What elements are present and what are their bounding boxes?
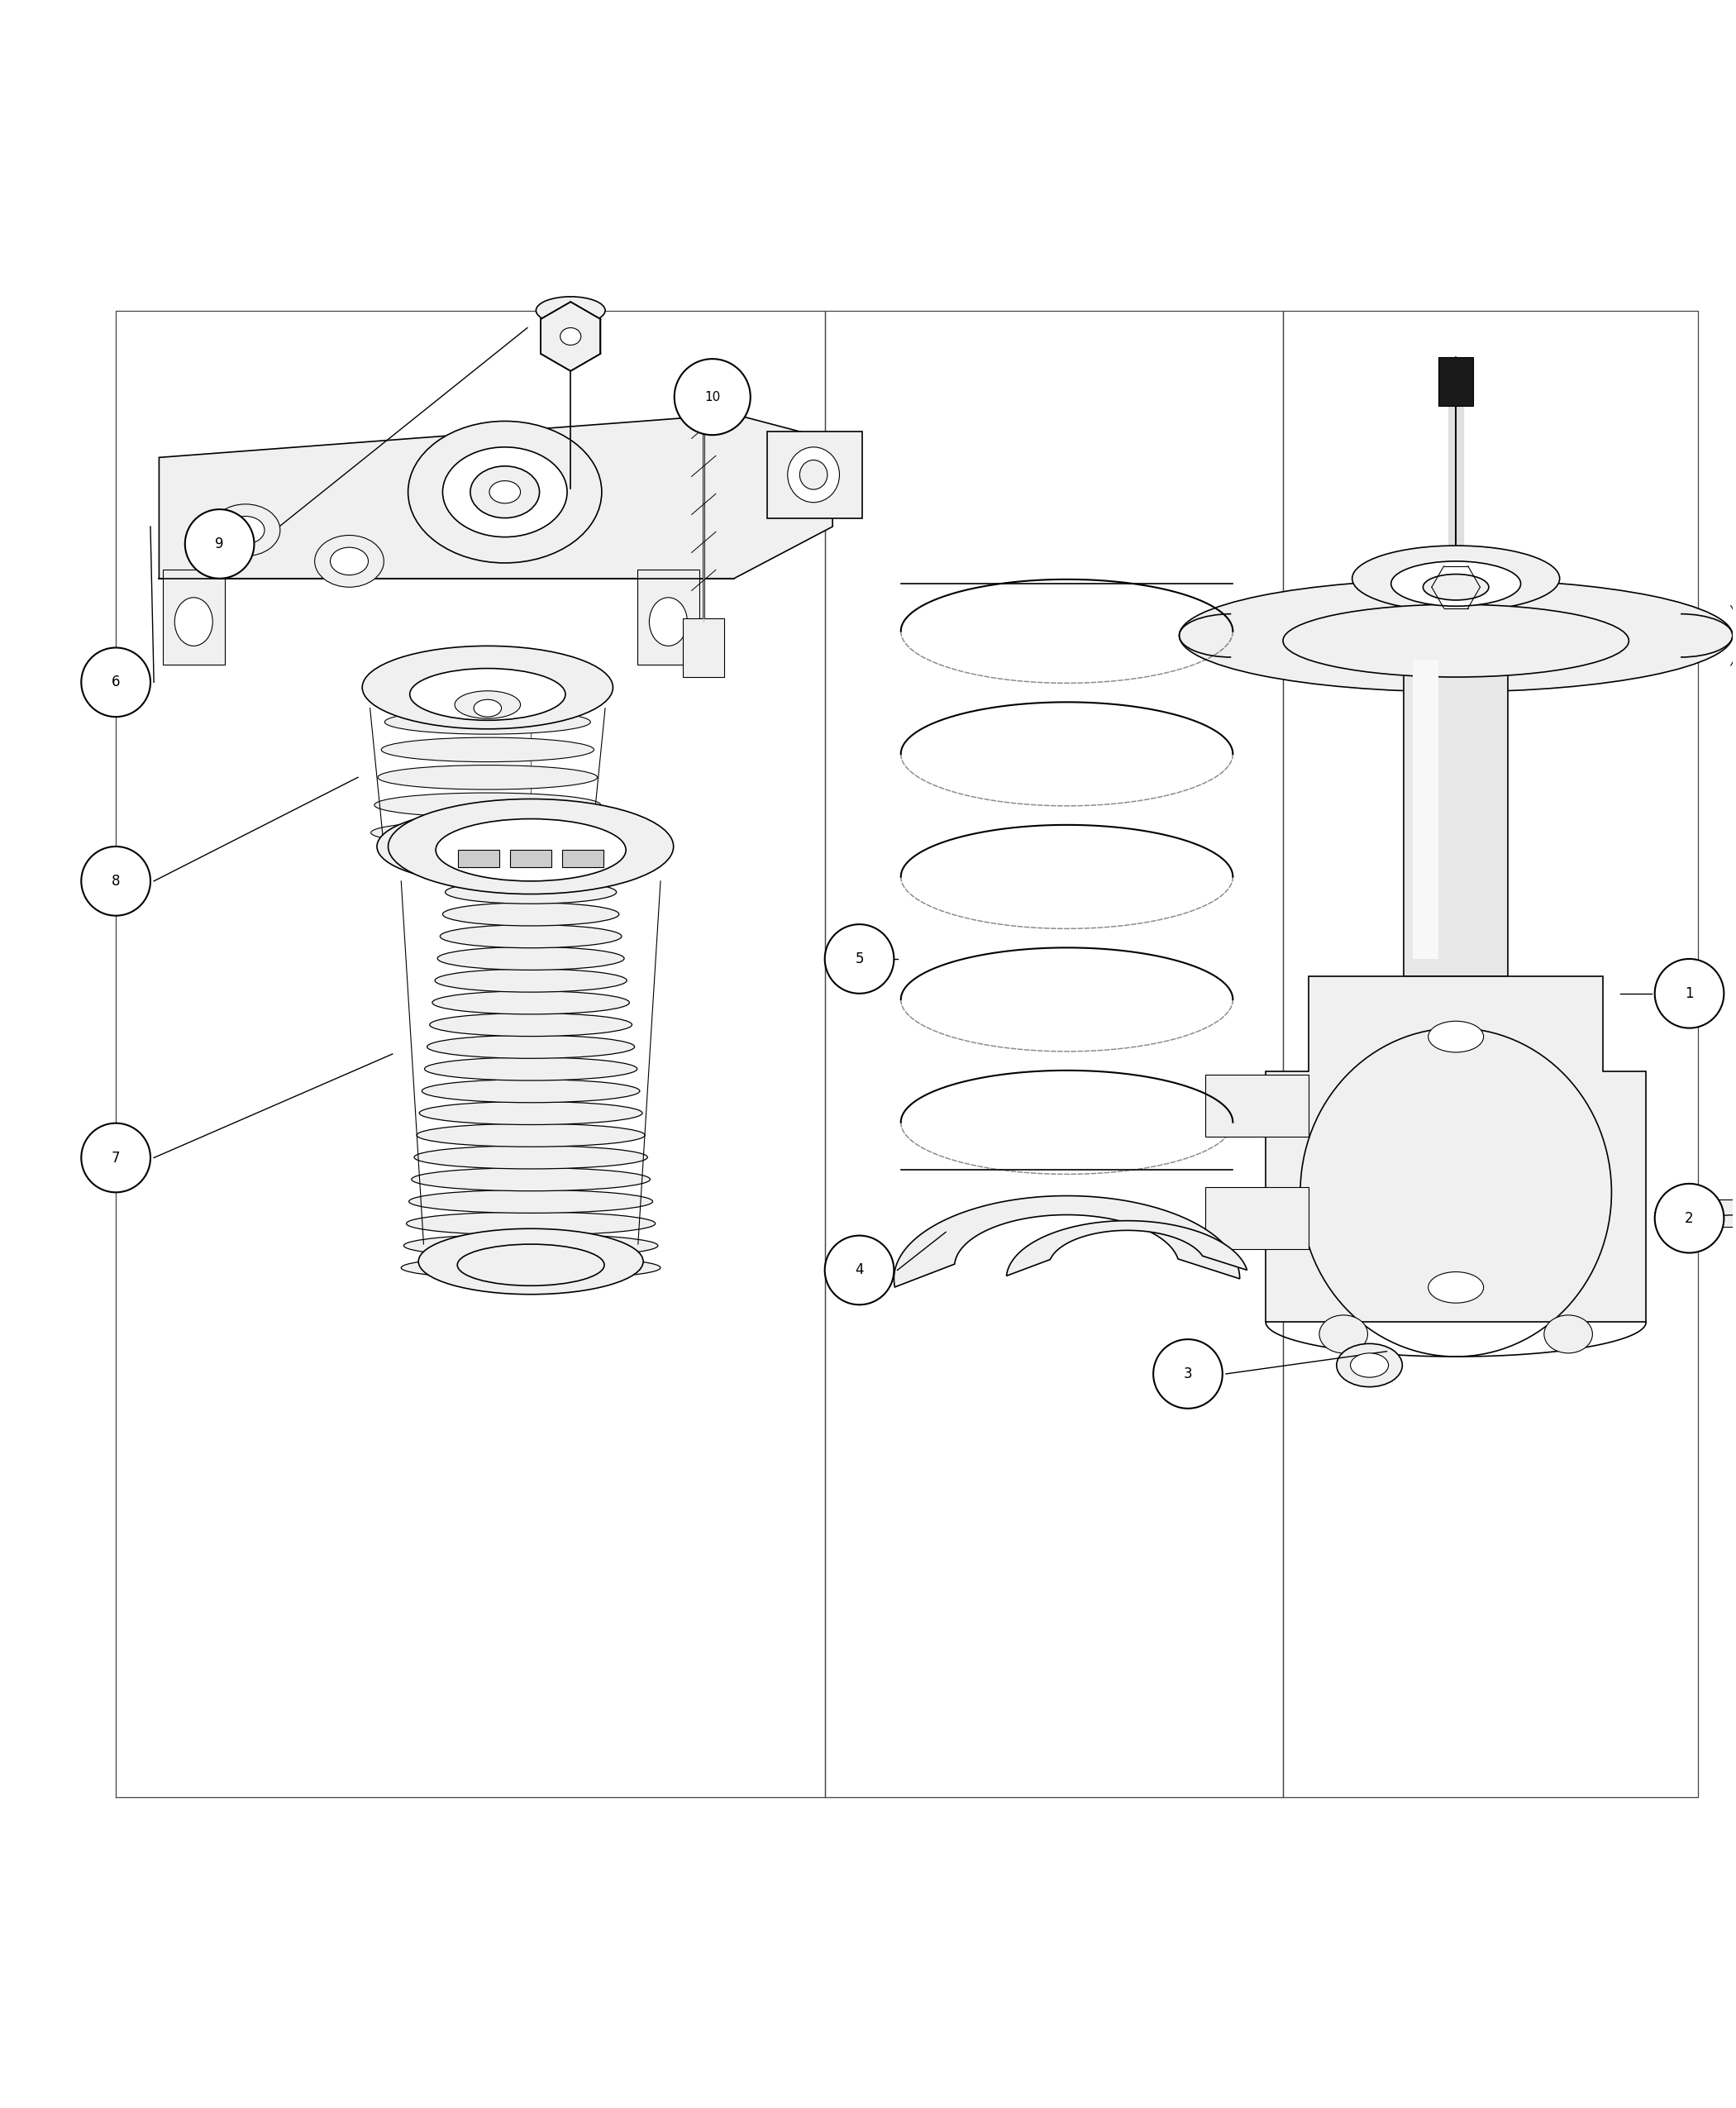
Ellipse shape bbox=[425, 1058, 637, 1081]
Ellipse shape bbox=[1352, 546, 1559, 611]
Circle shape bbox=[674, 358, 750, 434]
Ellipse shape bbox=[175, 597, 214, 645]
Bar bbox=[163, 569, 224, 664]
Text: 10: 10 bbox=[705, 390, 720, 403]
Bar bbox=[1439, 356, 1474, 405]
Text: 3: 3 bbox=[1184, 1366, 1193, 1381]
Ellipse shape bbox=[788, 447, 840, 502]
Ellipse shape bbox=[363, 645, 613, 729]
Circle shape bbox=[186, 510, 253, 578]
Ellipse shape bbox=[443, 447, 568, 538]
Ellipse shape bbox=[420, 1102, 642, 1126]
Ellipse shape bbox=[439, 925, 621, 949]
Ellipse shape bbox=[490, 481, 521, 504]
Text: 7: 7 bbox=[111, 1151, 120, 1166]
Ellipse shape bbox=[455, 691, 521, 719]
Circle shape bbox=[1654, 1185, 1724, 1252]
Bar bbox=[1205, 1075, 1309, 1136]
Bar bbox=[510, 850, 552, 866]
Text: 1: 1 bbox=[1686, 987, 1694, 1001]
Ellipse shape bbox=[800, 460, 828, 489]
Polygon shape bbox=[894, 1195, 1240, 1288]
Ellipse shape bbox=[377, 809, 599, 883]
Ellipse shape bbox=[1179, 580, 1733, 691]
Text: 2: 2 bbox=[1686, 1210, 1694, 1225]
Ellipse shape bbox=[226, 516, 264, 544]
Bar bbox=[1413, 660, 1439, 959]
Ellipse shape bbox=[1351, 1353, 1389, 1377]
Text: 6: 6 bbox=[111, 675, 120, 689]
Ellipse shape bbox=[427, 1035, 635, 1058]
Ellipse shape bbox=[375, 793, 601, 818]
Ellipse shape bbox=[1337, 1343, 1403, 1387]
Ellipse shape bbox=[212, 504, 279, 557]
Ellipse shape bbox=[1429, 1020, 1484, 1052]
Ellipse shape bbox=[443, 902, 620, 925]
Ellipse shape bbox=[410, 1189, 653, 1212]
Ellipse shape bbox=[422, 1079, 641, 1102]
Ellipse shape bbox=[1391, 561, 1521, 607]
Ellipse shape bbox=[314, 535, 384, 588]
Ellipse shape bbox=[410, 668, 566, 721]
Ellipse shape bbox=[474, 700, 502, 717]
Ellipse shape bbox=[1543, 1315, 1592, 1353]
Circle shape bbox=[825, 923, 894, 993]
Circle shape bbox=[1654, 959, 1724, 1029]
Ellipse shape bbox=[1429, 1271, 1484, 1303]
Ellipse shape bbox=[389, 799, 674, 894]
Ellipse shape bbox=[536, 297, 606, 325]
Ellipse shape bbox=[457, 1244, 604, 1286]
Ellipse shape bbox=[444, 881, 616, 904]
Bar bbox=[1672, 1199, 1736, 1227]
Ellipse shape bbox=[404, 1233, 658, 1256]
Text: 5: 5 bbox=[856, 951, 865, 965]
Ellipse shape bbox=[437, 946, 625, 970]
Text: 4: 4 bbox=[856, 1263, 865, 1277]
Ellipse shape bbox=[411, 1168, 651, 1191]
Ellipse shape bbox=[436, 818, 627, 881]
Ellipse shape bbox=[649, 597, 687, 645]
Circle shape bbox=[82, 647, 151, 717]
Bar bbox=[458, 850, 500, 866]
Bar bbox=[1404, 643, 1509, 976]
Text: 8: 8 bbox=[111, 873, 120, 890]
Polygon shape bbox=[1266, 976, 1646, 1322]
Ellipse shape bbox=[561, 327, 582, 346]
Bar bbox=[637, 569, 700, 664]
Ellipse shape bbox=[418, 1229, 644, 1294]
Circle shape bbox=[82, 1124, 151, 1193]
Text: 9: 9 bbox=[215, 535, 224, 552]
Polygon shape bbox=[767, 432, 863, 519]
Bar bbox=[1205, 1187, 1309, 1250]
Ellipse shape bbox=[417, 1124, 646, 1147]
Ellipse shape bbox=[1424, 573, 1489, 601]
Polygon shape bbox=[160, 415, 833, 578]
Ellipse shape bbox=[408, 422, 602, 563]
Ellipse shape bbox=[401, 1256, 660, 1280]
Ellipse shape bbox=[431, 1014, 632, 1037]
Bar bbox=[682, 618, 724, 677]
Bar bbox=[562, 850, 604, 866]
Polygon shape bbox=[1007, 1221, 1246, 1275]
Ellipse shape bbox=[385, 710, 590, 734]
Ellipse shape bbox=[372, 820, 604, 845]
Ellipse shape bbox=[432, 991, 630, 1014]
Ellipse shape bbox=[330, 548, 368, 575]
Circle shape bbox=[825, 1235, 894, 1305]
Ellipse shape bbox=[415, 1145, 648, 1168]
Ellipse shape bbox=[1319, 1315, 1368, 1353]
Ellipse shape bbox=[378, 765, 597, 790]
Circle shape bbox=[1153, 1339, 1222, 1408]
Ellipse shape bbox=[1283, 605, 1628, 677]
Ellipse shape bbox=[406, 1212, 654, 1235]
Ellipse shape bbox=[434, 970, 627, 993]
Ellipse shape bbox=[382, 738, 594, 761]
Ellipse shape bbox=[470, 466, 540, 519]
Circle shape bbox=[82, 847, 151, 915]
Polygon shape bbox=[540, 301, 601, 371]
